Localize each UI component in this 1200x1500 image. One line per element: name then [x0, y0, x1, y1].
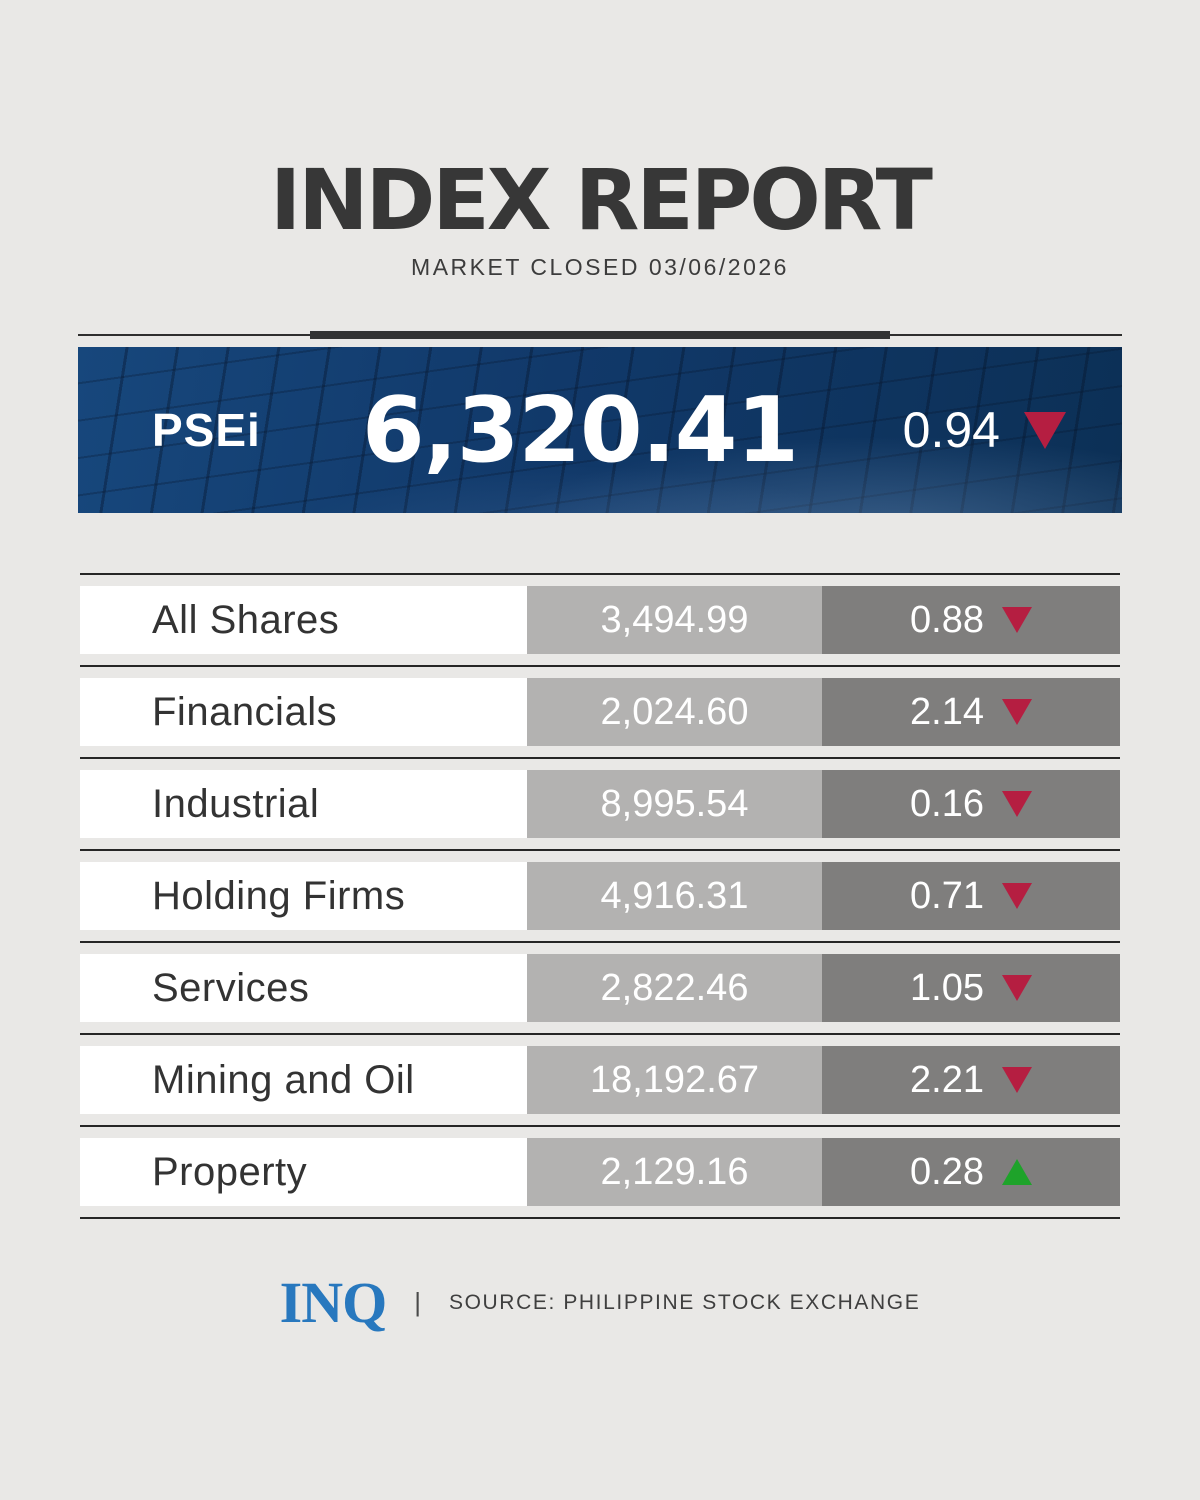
index-label: Financials	[80, 678, 527, 746]
table-row: Mining and Oil 18,192.67 2.21	[80, 1033, 1120, 1125]
index-change-cell: 1.05	[822, 954, 1120, 1022]
index-label: Property	[80, 1138, 527, 1206]
index-value: 4,916.31	[527, 862, 822, 930]
index-change-value: 2.14	[910, 690, 984, 733]
index-change-value: 2.21	[910, 1058, 984, 1101]
hero-change-group: 0.94	[903, 401, 1066, 459]
index-change-value: 1.05	[910, 966, 984, 1009]
index-change-cell: 0.88	[822, 586, 1120, 654]
index-change-cell: 2.14	[822, 678, 1120, 746]
index-change-cell: 0.16	[822, 770, 1120, 838]
index-change-cell: 2.21	[822, 1046, 1120, 1114]
market-status-subtitle: MARKET CLOSED 03/06/2026	[411, 254, 789, 280]
table-row: All Shares 3,494.99 0.88	[80, 573, 1120, 665]
hero-change-value: 0.94	[902, 402, 1000, 458]
change-direction-icon	[1001, 607, 1032, 633]
index-value: 2,024.60	[527, 678, 822, 746]
index-change-cell: 0.28	[822, 1138, 1120, 1206]
index-value: 2,822.46	[527, 954, 822, 1022]
change-direction-icon	[1001, 883, 1032, 909]
source-attribution: SOURCE: PHILIPPINE STOCK EXCHANGE	[449, 1290, 921, 1314]
index-change-value: 0.71	[910, 874, 984, 917]
change-direction-icon	[1001, 699, 1032, 725]
index-change-value: 0.16	[910, 782, 984, 825]
hero-index-value: 6,320.41	[361, 377, 799, 483]
index-label: Industrial	[80, 770, 527, 838]
divider-thick-segment	[310, 331, 890, 339]
index-label: Holding Firms	[80, 862, 527, 930]
table-row: Property 2,129.16 0.28	[80, 1125, 1120, 1217]
index-value: 8,995.54	[527, 770, 822, 838]
index-change-cell: 0.71	[822, 862, 1120, 930]
index-value: 2,129.16	[527, 1138, 822, 1206]
change-direction-icon	[1001, 1159, 1032, 1185]
table-row: Industrial 8,995.54 0.16	[80, 757, 1120, 849]
index-change-value: 0.28	[910, 1150, 984, 1193]
psei-hero-banner: PSEi 6,320.41 0.94	[78, 347, 1122, 513]
hero-index-name: PSEi	[152, 404, 261, 456]
index-table: All Shares 3,494.99 0.88 Financials 2,02…	[80, 573, 1120, 1219]
index-label: Mining and Oil	[80, 1046, 527, 1114]
footer: INQ | SOURCE: PHILIPPINE STOCK EXCHANGE	[0, 1269, 1200, 1336]
index-value: 3,494.99	[527, 586, 822, 654]
index-label: All Shares	[80, 586, 527, 654]
footer-divider: |	[414, 1287, 421, 1317]
header-divider	[78, 331, 1122, 339]
inquirer-logo: INQ	[279, 1270, 388, 1335]
table-row: Services 2,822.46 1.05	[80, 941, 1120, 1033]
index-value: 18,192.67	[527, 1046, 822, 1114]
page-title: INDEX REPORT	[270, 151, 933, 249]
index-label: Services	[80, 954, 527, 1022]
table-row: Financials 2,024.60 2.14	[80, 665, 1120, 757]
table-row: Holding Firms 4,916.31 0.71	[80, 849, 1120, 941]
hero-change-direction-icon	[1024, 411, 1066, 449]
change-direction-icon	[1001, 791, 1032, 817]
change-direction-icon	[1001, 975, 1032, 1001]
index-change-value: 0.88	[910, 598, 984, 641]
report-header: INDEX REPORT MARKET CLOSED 03/06/2026	[0, 0, 1200, 281]
change-direction-icon	[1001, 1067, 1032, 1093]
